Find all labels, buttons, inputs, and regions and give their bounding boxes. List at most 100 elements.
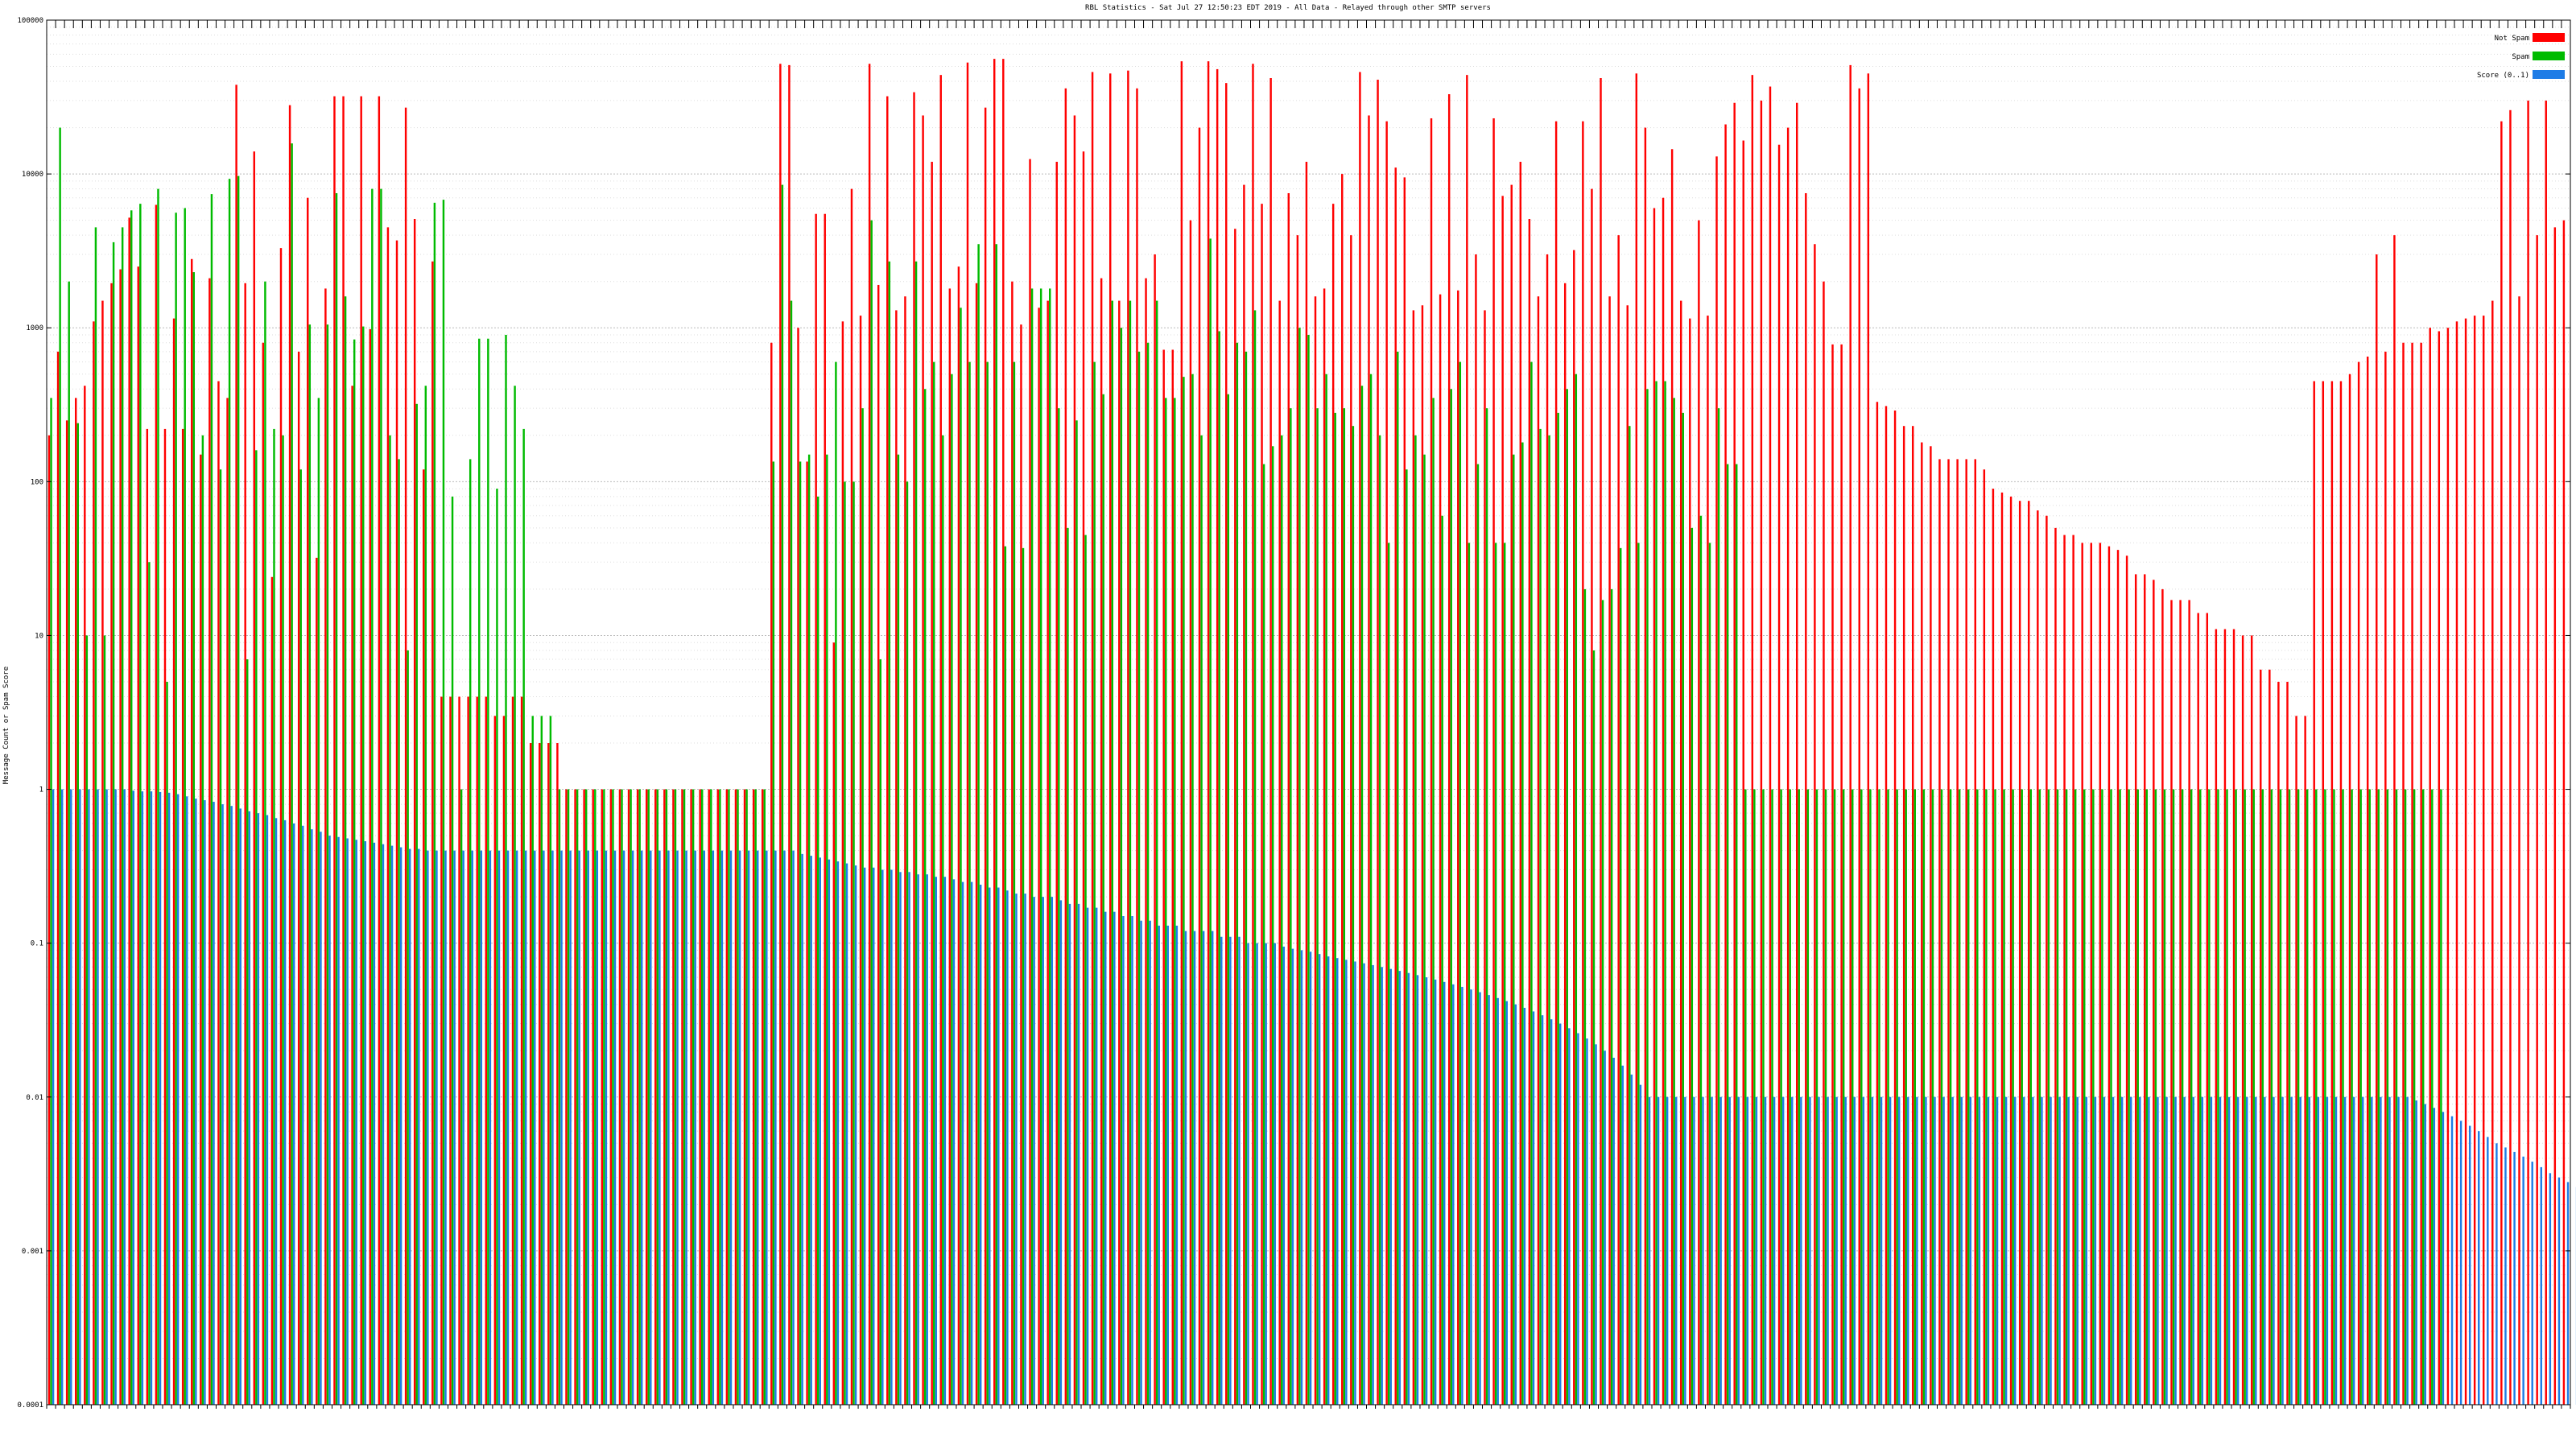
bar-not-spam — [1038, 308, 1039, 1405]
bar-not-spam — [217, 381, 219, 1405]
bar-spam — [1495, 543, 1496, 1405]
bar-score-0-1 — [2183, 1097, 2185, 1405]
bar-not-spam — [1377, 80, 1378, 1405]
bar-not-spam — [1306, 162, 1307, 1405]
bar-spam — [594, 790, 596, 1405]
bar-spam — [1593, 650, 1595, 1405]
bar-spam — [1860, 790, 1862, 1405]
bar-score-0-1 — [1657, 1097, 1659, 1405]
bar-not-spam — [726, 790, 728, 1405]
bar-score-0-1 — [917, 874, 919, 1405]
bar-not-spam — [1938, 459, 1940, 1405]
bar-spam — [996, 244, 997, 1405]
bar-score-0-1 — [186, 796, 188, 1405]
bar-score-0-1 — [1238, 937, 1240, 1405]
bar-spam — [745, 790, 747, 1405]
bar-not-spam — [869, 64, 870, 1405]
bar-spam — [309, 324, 311, 1405]
bar-score-0-1 — [1827, 1097, 1828, 1405]
bar-spam — [1602, 600, 1604, 1405]
bar-spam — [568, 790, 569, 1405]
bar-not-spam — [708, 790, 710, 1405]
bar-score-0-1 — [1568, 1028, 1570, 1405]
bar-score-0-1 — [1506, 1001, 1508, 1405]
bar-not-spam — [1413, 310, 1414, 1405]
bar-spam — [2387, 790, 2388, 1405]
bar-not-spam — [2314, 381, 2315, 1405]
bar-not-spam — [485, 696, 487, 1405]
bar-spam — [2208, 790, 2210, 1405]
bar-score-0-1 — [195, 799, 196, 1405]
bar-score-0-1 — [266, 815, 268, 1405]
bar-score-0-1 — [61, 790, 63, 1405]
bar-not-spam — [476, 696, 477, 1405]
y-tick-label: 10000 — [22, 171, 43, 179]
bar-score-0-1 — [1907, 1097, 1909, 1405]
bar-not-spam — [2251, 635, 2252, 1405]
bar-spam — [1967, 790, 1969, 1405]
bar-score-0-1 — [70, 790, 72, 1405]
bar-score-0-1 — [356, 840, 357, 1405]
bar-score-0-1 — [418, 849, 419, 1405]
bar-not-spam — [610, 790, 612, 1405]
bar-score-0-1 — [328, 836, 330, 1405]
bar-spam — [2110, 790, 2112, 1405]
bar-spam — [799, 461, 801, 1405]
y-axis-label: Message Count or Spam Score — [2, 667, 10, 784]
bar-spam — [1191, 374, 1193, 1405]
bar-not-spam — [2376, 254, 2377, 1405]
bar-score-0-1 — [605, 851, 607, 1405]
bar-spam — [104, 635, 105, 1405]
bar-spam — [273, 429, 275, 1405]
bar-not-spam — [2411, 343, 2413, 1405]
bar-spam — [522, 429, 524, 1405]
y-tick-label: 100000 — [17, 17, 43, 25]
bar-spam — [1352, 426, 1354, 1405]
bar-not-spam — [101, 301, 103, 1405]
bar-score-0-1 — [2469, 1126, 2471, 1405]
bar-not-spam — [1805, 193, 1806, 1405]
bar-not-spam — [833, 642, 835, 1405]
bar-spam — [1254, 310, 1256, 1405]
bar-spam — [1736, 464, 1737, 1405]
bar-spam — [1637, 543, 1639, 1405]
bar-spam — [2342, 790, 2343, 1405]
bar-score-0-1 — [1818, 1097, 1819, 1405]
bar-spam — [1397, 352, 1398, 1405]
bar-spam — [960, 308, 961, 1405]
bar-score-0-1 — [302, 826, 303, 1405]
bar-spam — [1200, 435, 1202, 1405]
bar-not-spam — [2491, 301, 2493, 1405]
bar-spam — [576, 790, 578, 1405]
bar-spam — [915, 262, 917, 1405]
bar-not-spam — [690, 790, 691, 1405]
bar-score-0-1 — [1533, 1011, 1534, 1405]
bar-score-0-1 — [1970, 1097, 1971, 1405]
bar-not-spam — [2019, 501, 2021, 1405]
bar-spam — [1093, 362, 1095, 1405]
bar-not-spam — [2527, 101, 2529, 1405]
y-tick-label: 0.01 — [26, 1094, 43, 1102]
bar-not-spam — [1831, 345, 1833, 1405]
bar-score-0-1 — [650, 851, 651, 1405]
bar-not-spam — [2286, 682, 2288, 1405]
bar-score-0-1 — [588, 851, 589, 1405]
bar-not-spam — [717, 790, 719, 1405]
bar-score-0-1 — [1140, 921, 1141, 1405]
bar-spam — [1771, 790, 1773, 1405]
bar-not-spam — [1653, 208, 1655, 1405]
bar-score-0-1 — [1728, 1097, 1730, 1405]
bar-score-0-1 — [1996, 1097, 1998, 1405]
bar-score-0-1 — [2531, 1162, 2533, 1405]
bar-spam — [1513, 455, 1514, 1405]
bar-not-spam — [1109, 73, 1111, 1405]
bar-score-0-1 — [873, 868, 874, 1405]
bar-score-0-1 — [2504, 1147, 2506, 1405]
bar-score-0-1 — [2442, 1112, 2444, 1405]
bar-not-spam — [2358, 362, 2359, 1405]
bar-score-0-1 — [1577, 1033, 1579, 1405]
bar-not-spam — [1733, 103, 1735, 1405]
bar-score-0-1 — [2487, 1137, 2488, 1405]
bar-spam — [443, 200, 444, 1405]
bar-score-0-1 — [142, 791, 143, 1405]
